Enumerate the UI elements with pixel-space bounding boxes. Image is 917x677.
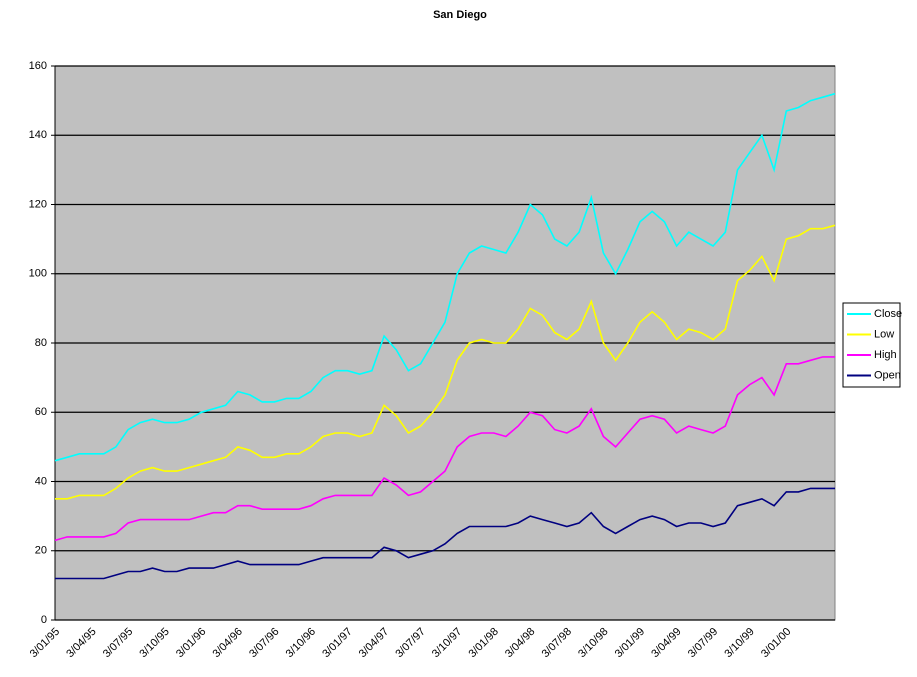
x-tick-label: 3/07/96 — [247, 626, 281, 660]
x-tick-label: 3/04/99 — [649, 626, 683, 660]
x-tick-label: 3/10/98 — [576, 626, 610, 660]
y-tick-label: 120 — [29, 198, 47, 210]
x-tick-label: 3/10/99 — [722, 626, 756, 660]
series-line — [55, 224, 836, 500]
x-tick-label: 3/04/95 — [64, 626, 98, 660]
x-tick-label: 3/01/98 — [466, 626, 500, 660]
legend-label: Close — [874, 308, 902, 320]
x-tick-label: 3/04/96 — [211, 626, 245, 660]
x-tick-label: 3/01/95 — [28, 626, 62, 660]
x-tick-label: 3/10/95 — [137, 626, 171, 660]
x-tick-label: 3/07/95 — [101, 626, 135, 660]
x-tick-label: 3/01/99 — [613, 626, 647, 660]
y-tick-label: 80 — [35, 337, 47, 349]
legend-label: Low — [874, 328, 894, 340]
x-tick-label: 3/10/97 — [430, 626, 464, 660]
chart-title: San Diego — [433, 9, 487, 21]
y-tick-label: 140 — [29, 129, 47, 141]
series-line — [54, 92, 836, 462]
legend-box — [842, 302, 901, 388]
x-tick-label: 3/10/96 — [284, 626, 318, 660]
y-tick-label: 160 — [29, 60, 47, 72]
series-line — [54, 356, 835, 542]
x-tick-label: 3/04/97 — [357, 626, 391, 660]
y-tick-label: 100 — [29, 268, 47, 280]
x-tick-label: 3/01/97 — [320, 626, 354, 660]
y-tick-label: 40 — [35, 475, 47, 487]
x-tick-label: 3/07/99 — [686, 626, 720, 660]
series-line — [55, 487, 835, 580]
x-tick-label: 3/07/98 — [540, 626, 574, 660]
x-tick-label: 3/07/97 — [393, 626, 427, 660]
x-tick-label: 3/04/98 — [503, 626, 537, 660]
y-tick-label: 0 — [41, 614, 47, 626]
legend-label: High — [874, 349, 897, 361]
legend-label: Open — [874, 369, 901, 381]
x-tick-label: 3/01/00 — [759, 626, 793, 660]
y-tick-label: 60 — [35, 406, 47, 418]
x-tick-label: 3/01/96 — [174, 626, 208, 660]
y-tick-label: 20 — [35, 545, 47, 557]
